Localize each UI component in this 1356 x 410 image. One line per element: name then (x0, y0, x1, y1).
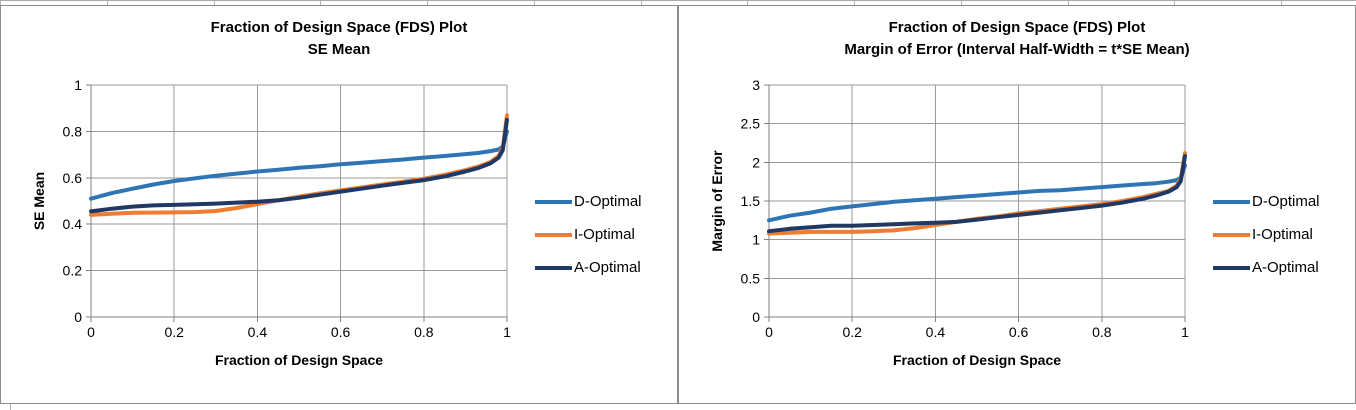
svg-text:0: 0 (74, 309, 82, 325)
legend-label-a-optimal: A-Optimal (1252, 259, 1319, 276)
spreadsheet-column-gridline (214, 1, 215, 5)
spreadsheet-column-gridline (107, 1, 108, 5)
svg-text:0.8: 0.8 (414, 324, 434, 340)
legend-line-swatch-a-optimal (1213, 265, 1250, 270)
legend-item-i-optimal[interactable]: I-Optimal (1213, 218, 1320, 251)
chart-title: Fraction of Design Space (FDS) Plot Marg… (679, 17, 1355, 61)
svg-text:0: 0 (765, 324, 773, 340)
chart-title: Fraction of Design Space (FDS) Plot SE M… (1, 17, 677, 61)
charts-row: 0 0.2 0.4 0.6 0.8 1 0 0.2 0.4 0.6 0.8 1 Fraction of… (0, 5, 1356, 404)
svg-text:3: 3 (752, 77, 760, 93)
legend: D-Optimal I-Optimal A-Optimal (1213, 185, 1320, 284)
legend-item-a-optimal[interactable]: A-Optimal (535, 251, 642, 284)
svg-text:0.2: 0.2 (63, 263, 83, 279)
spreadsheet-column-gridline (427, 1, 428, 5)
spreadsheet-column-gridline (747, 1, 748, 5)
legend-line-swatch-d-optimal (535, 199, 572, 204)
spreadsheet-top-row (0, 0, 1356, 5)
spreadsheet-bottom-row (0, 404, 1356, 410)
legend-label-a-optimal: A-Optimal (574, 259, 641, 276)
svg-text:0.8: 0.8 (1092, 324, 1112, 340)
plot-area-margin-of-error: 0 0.5 1 1.5 2 2.5 3 0 0.2 0.4 0.6 0.8 1 (741, 77, 1190, 340)
fds-chart-se-mean[interactable]: 0 0.2 0.4 0.6 0.8 1 0 0.2 0.4 0.6 0.8 1 Fraction of… (0, 5, 678, 404)
legend-label-i-optimal: I-Optimal (574, 226, 635, 243)
svg-text:0.6: 0.6 (63, 170, 83, 186)
fds-chart-margin-of-error[interactable]: 0 0.5 1 1.5 2 2.5 3 0 0.2 0.4 0.6 0.8 1 Fraction of … (678, 5, 1356, 404)
svg-text:0.8: 0.8 (63, 123, 83, 139)
plot-area-se-mean: 0 0.2 0.4 0.6 0.8 1 0 0.2 0.4 0.6 0.8 1 (63, 77, 512, 340)
spreadsheet-column-gridline (854, 1, 855, 5)
chart-title-line2: SE Mean (307, 41, 371, 58)
svg-text:0.6: 0.6 (331, 324, 351, 340)
legend-line-swatch-a-optimal (535, 265, 572, 270)
svg-text:1: 1 (74, 77, 82, 93)
legend-item-d-optimal[interactable]: D-Optimal (1213, 185, 1320, 218)
svg-text:2.5: 2.5 (741, 116, 761, 132)
x-axis-title: Fraction of Design Space (214, 352, 384, 368)
legend: D-Optimal I-Optimal A-Optimal (535, 185, 642, 284)
spreadsheet-column-gridline (534, 1, 535, 5)
legend-label-i-optimal: I-Optimal (1252, 226, 1313, 243)
spreadsheet-cell-gridline (10, 404, 11, 410)
svg-text:0.2: 0.2 (164, 324, 184, 340)
svg-text:0.4: 0.4 (926, 324, 946, 340)
legend-item-i-optimal[interactable]: I-Optimal (535, 218, 642, 251)
y-axis-title: SE Mean (31, 171, 47, 231)
svg-text:1.5: 1.5 (741, 193, 761, 209)
svg-text:0.2: 0.2 (842, 324, 862, 340)
svg-text:0.4: 0.4 (248, 324, 268, 340)
svg-text:0: 0 (87, 324, 95, 340)
svg-text:0.4: 0.4 (63, 216, 83, 232)
chart-title-line2: Margin of Error (Interval Half-Width = t… (844, 41, 1190, 58)
spreadsheet-column-gridline (1174, 1, 1175, 5)
chart-title-line1: Fraction of Design Space (FDS) Plot (888, 19, 1146, 36)
legend-line-swatch-i-optimal (535, 232, 572, 237)
x-axis-title: Fraction of Design Space (892, 352, 1062, 368)
svg-text:0: 0 (752, 309, 760, 325)
spreadsheet-column-gridline (641, 1, 642, 5)
y-axis-title: Margin of Error (709, 150, 725, 252)
legend-label-d-optimal: D-Optimal (574, 193, 642, 210)
svg-text:0.6: 0.6 (1009, 324, 1029, 340)
legend-item-d-optimal[interactable]: D-Optimal (535, 185, 642, 218)
legend-line-swatch-i-optimal (1213, 232, 1250, 237)
legend-line-swatch-d-optimal (1213, 199, 1250, 204)
legend-item-a-optimal[interactable]: A-Optimal (1213, 251, 1320, 284)
svg-text:2: 2 (752, 154, 760, 170)
spreadsheet-column-gridline (1068, 1, 1069, 5)
legend-label-d-optimal: D-Optimal (1252, 193, 1320, 210)
svg-text:1: 1 (503, 324, 511, 340)
chart-title-line1: Fraction of Design Space (FDS) Plot (210, 19, 468, 36)
spreadsheet-column-gridline (961, 1, 962, 5)
svg-text:0.5: 0.5 (741, 270, 761, 286)
spreadsheet-column-gridline (0, 1, 1, 5)
svg-text:1: 1 (1181, 324, 1189, 340)
spreadsheet-column-gridline (1281, 1, 1282, 5)
spreadsheet-column-gridline (320, 1, 321, 5)
svg-text:1: 1 (752, 232, 760, 248)
